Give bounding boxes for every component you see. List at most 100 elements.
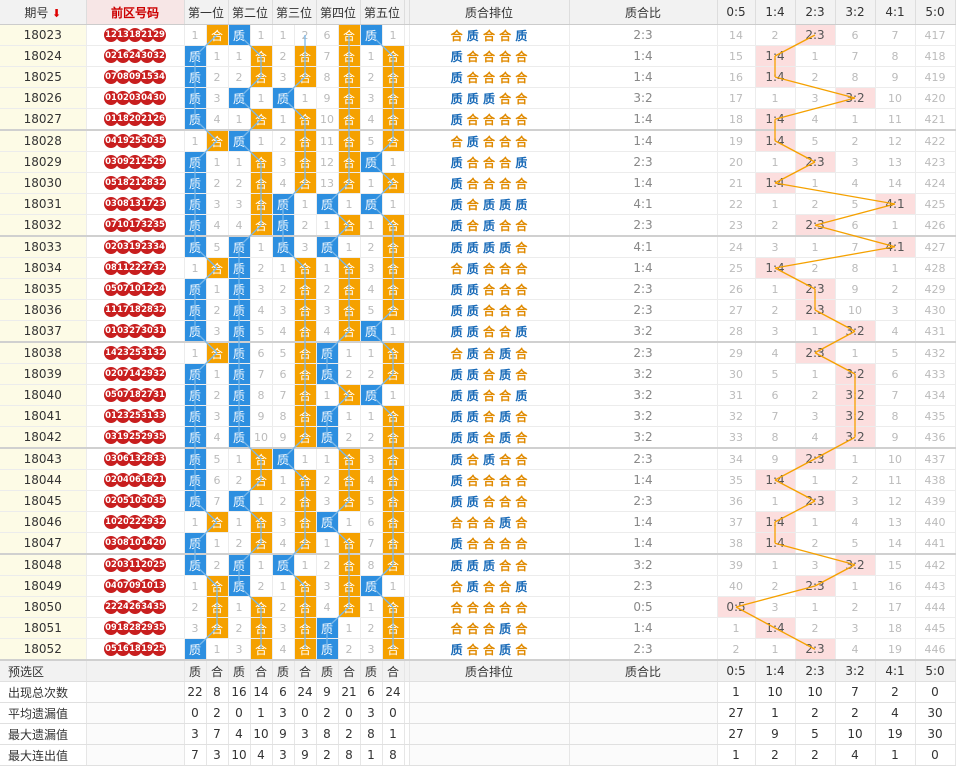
composite-glyph: 合 <box>499 91 516 106</box>
ratio-miss: 1 <box>835 575 876 597</box>
prime-glyph: 质 <box>499 621 516 636</box>
composite-glyph: 合 <box>466 176 483 191</box>
front-balls: 0205103035 <box>86 490 185 512</box>
miss-count: 2 <box>206 554 229 576</box>
divider <box>404 575 410 597</box>
composite-cell: 合 <box>338 532 361 555</box>
composite-glyph: 合 <box>482 579 500 594</box>
number-ball: 18 <box>128 642 142 657</box>
ratio-miss: 9 <box>755 448 796 470</box>
prime-cell: 质 <box>184 87 207 109</box>
ratio-miss: 9 <box>875 66 916 88</box>
ratio-cell: 1:4 <box>569 172 718 194</box>
preselect-prime[interactable]: 质 <box>316 660 339 682</box>
composite-glyph: 合 <box>482 642 500 657</box>
composite-cell: 合 <box>250 469 273 491</box>
number-ball: 32 <box>152 515 166 530</box>
ratio-hit: 4:1 <box>875 236 916 258</box>
stat-value: 0 <box>915 744 956 766</box>
composite-glyph: 合 <box>499 155 516 170</box>
divider <box>404 681 410 703</box>
front-balls: 0407091013 <box>86 575 185 597</box>
sequence-cell: 质 合 合 合 合 <box>409 469 570 491</box>
composite-cell: 合 <box>382 490 405 512</box>
down-arrow-icon[interactable]: ⬇ <box>48 6 62 20</box>
number-ball: 08 <box>104 261 118 276</box>
ratio-miss: 8 <box>835 66 876 88</box>
preselect-composite[interactable]: 合 <box>206 660 229 682</box>
preselect-composite[interactable]: 合 <box>294 660 317 682</box>
miss-count: 1 <box>228 596 251 618</box>
composite-glyph: 合 <box>499 579 516 594</box>
front-balls: 2224263435 <box>86 596 185 618</box>
ratio-cell: 1:4 <box>569 130 718 152</box>
front-balls: 0518212832 <box>86 172 185 194</box>
miss-count: 1 <box>184 24 207 46</box>
ratio-miss: 444 <box>915 596 956 618</box>
preselect-ratio-option[interactable]: 0:5 <box>717 660 756 682</box>
divider <box>404 172 410 194</box>
stat-value: 0 <box>338 702 361 724</box>
preselect-ratio-option[interactable]: 4:1 <box>875 660 916 682</box>
miss-count: 3 <box>272 299 295 321</box>
period-number: 18043 <box>0 448 87 470</box>
number-ball: 14 <box>128 367 142 382</box>
number-ball: 03 <box>104 197 118 212</box>
preselect-prime[interactable]: 质 <box>228 660 251 682</box>
preselect-input[interactable] <box>86 660 185 682</box>
preselect-composite[interactable]: 合 <box>382 660 405 682</box>
ratio-col-header: 2:3 <box>795 0 836 25</box>
composite-cell: 合 <box>382 172 405 194</box>
ratio-cell: 2:3 <box>569 342 718 364</box>
miss-count: 1 <box>316 448 339 470</box>
preselect-prime[interactable]: 质 <box>360 660 383 682</box>
divider <box>404 384 410 406</box>
miss-count: 5 <box>360 490 383 512</box>
number-ball: 27 <box>140 388 154 403</box>
prime-cell: 质 <box>272 87 295 109</box>
ratio-miss: 10 <box>875 87 916 109</box>
ratio-miss: 3 <box>795 554 836 576</box>
preselect-composite[interactable]: 合 <box>338 660 361 682</box>
ratio-miss: 4 <box>835 511 876 533</box>
preselect-ratio-option[interactable]: 3:2 <box>835 660 876 682</box>
composite-cell: 合 <box>382 130 405 152</box>
composite-glyph: 合 <box>499 388 516 403</box>
composite-cell: 合 <box>250 448 273 470</box>
ratio-miss: 431 <box>915 320 956 343</box>
composite-cell: 合 <box>250 638 273 661</box>
stat-value: 4 <box>835 744 876 766</box>
miss-count: 1 <box>382 151 405 173</box>
prime-glyph: 质 <box>466 261 483 276</box>
miss-count: 1 <box>360 596 383 618</box>
prime-glyph: 质 <box>450 367 467 382</box>
number-ball: 07 <box>104 70 118 85</box>
preselect-ratio-option[interactable]: 5:0 <box>915 660 956 682</box>
miss-count: 1 <box>272 257 295 279</box>
composite-glyph: 合 <box>466 600 483 615</box>
preselect-prime[interactable]: 质 <box>272 660 295 682</box>
prime-cell: 质 <box>272 448 295 470</box>
number-ball: 22 <box>128 515 142 530</box>
period-number: 18047 <box>0 532 87 555</box>
ratio-cell: 2:3 <box>569 575 718 597</box>
period-header[interactable]: 期号 ⬇ <box>0 0 87 25</box>
miss-count: 8 <box>316 66 339 88</box>
period-number: 18041 <box>0 405 87 427</box>
composite-cell: 合 <box>338 554 361 576</box>
preselect-ratio-option[interactable]: 1:4 <box>755 660 796 682</box>
number-ball: 31 <box>152 388 166 403</box>
ratio-header: 质合比 <box>569 0 718 25</box>
divider <box>404 257 410 279</box>
preselect-ratio-option[interactable]: 2:3 <box>795 660 836 682</box>
preselect-prime[interactable]: 质 <box>184 660 207 682</box>
composite-cell: 合 <box>338 214 361 237</box>
composite-cell: 合 <box>382 469 405 491</box>
period-number: 18038 <box>0 342 87 364</box>
stat-value: 8 <box>338 744 361 766</box>
miss-count: 3 <box>184 617 207 639</box>
period-row: 18042 0319252935 质 4 质 10 9 合质 2 2 合质 质 合 质 合 3:2 3… <box>0 426 956 449</box>
position-5-header: 第五位 <box>360 0 405 25</box>
preselect-composite[interactable]: 合 <box>250 660 273 682</box>
number-ball: 32 <box>152 176 166 191</box>
